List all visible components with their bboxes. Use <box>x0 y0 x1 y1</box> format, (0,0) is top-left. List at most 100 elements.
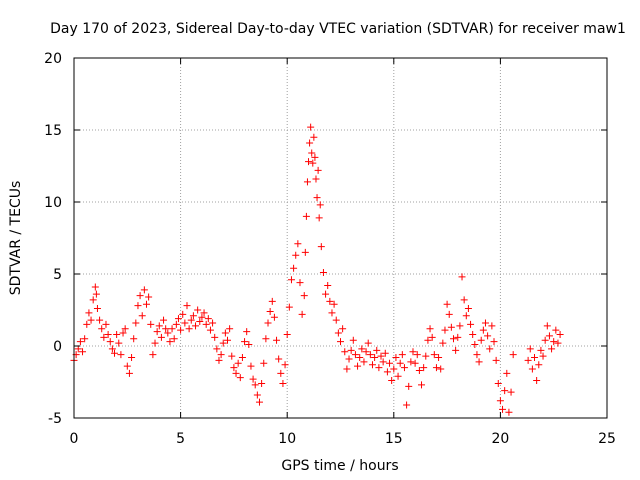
data-point <box>554 339 562 347</box>
data-point <box>398 351 406 359</box>
data-point <box>85 309 93 317</box>
data-point <box>379 358 387 366</box>
data-point <box>496 397 504 405</box>
data-point <box>314 166 322 174</box>
x-tick-label: 0 <box>70 431 79 447</box>
data-point <box>142 300 150 308</box>
data-point <box>134 302 142 310</box>
data-point <box>415 366 423 374</box>
data-point <box>364 339 372 347</box>
y-tick-label: 10 <box>44 195 62 211</box>
data-point <box>138 312 146 320</box>
data-point <box>437 365 445 373</box>
data-point <box>339 325 347 333</box>
data-point <box>200 309 208 317</box>
data-point <box>292 251 300 259</box>
y-tick-label: 20 <box>44 51 62 67</box>
data-point <box>277 369 285 377</box>
data-point <box>319 269 327 277</box>
data-point <box>381 349 389 357</box>
data-point <box>130 335 138 343</box>
data-point <box>249 375 257 383</box>
data-point <box>499 405 507 413</box>
data-point <box>79 348 87 356</box>
data-point <box>170 335 178 343</box>
data-point <box>273 336 281 344</box>
data-point <box>524 356 532 364</box>
data-point <box>305 158 313 166</box>
data-point <box>343 365 351 373</box>
data-point <box>469 330 477 338</box>
data-point <box>83 320 91 328</box>
data-point <box>236 374 244 382</box>
data-point <box>531 354 539 362</box>
x-tick-label: 10 <box>278 431 296 447</box>
data-point <box>356 354 364 362</box>
data-point <box>264 319 272 327</box>
data-point <box>322 290 330 298</box>
y-tick-label: 0 <box>53 339 62 355</box>
data-point <box>228 352 236 360</box>
grid-lines <box>74 58 607 418</box>
data-point <box>303 178 311 186</box>
data-point <box>428 333 436 341</box>
data-point <box>394 372 402 380</box>
data-point <box>98 325 106 333</box>
data-point <box>375 364 383 372</box>
data-point <box>445 310 453 318</box>
data-point <box>422 352 430 360</box>
data-point <box>533 377 541 385</box>
data-point <box>174 315 182 323</box>
data-point <box>151 339 159 347</box>
data-point <box>439 339 447 347</box>
data-point <box>300 292 308 300</box>
data-point <box>548 345 556 353</box>
data-point <box>337 338 344 346</box>
data-point <box>492 356 500 364</box>
data-point <box>187 316 195 324</box>
data-point <box>93 305 101 313</box>
data-point <box>164 329 172 337</box>
y-tick-label: 5 <box>53 267 62 283</box>
y-tick-label: 15 <box>44 123 62 139</box>
data-point <box>117 351 125 359</box>
data-point <box>307 123 315 131</box>
data-point <box>556 330 564 338</box>
data-point <box>383 368 391 376</box>
data-point <box>484 332 492 340</box>
data-point <box>302 212 310 220</box>
y-axis-label: SDTVAR / TECUs <box>8 181 24 296</box>
data-point <box>486 345 494 353</box>
data-point <box>189 312 197 320</box>
data-point <box>443 300 451 308</box>
data-point <box>477 336 485 344</box>
data-point <box>268 297 276 305</box>
data-point <box>413 351 421 359</box>
data-point <box>253 391 261 399</box>
data-point <box>153 328 161 336</box>
data-point <box>160 316 168 324</box>
data-point <box>452 346 460 354</box>
data-point <box>358 345 366 353</box>
data-point <box>162 325 170 333</box>
data-point <box>74 345 82 353</box>
data-point <box>396 359 404 367</box>
data-point <box>467 320 475 328</box>
data-point <box>145 293 153 301</box>
data-point <box>226 325 234 333</box>
data-point <box>458 273 466 281</box>
data-point <box>315 214 323 222</box>
data-point <box>552 326 560 334</box>
data-point <box>275 355 283 363</box>
data-point <box>147 320 155 328</box>
data-point <box>390 365 398 373</box>
data-point <box>334 329 342 337</box>
data-point <box>155 322 163 330</box>
data-point <box>140 286 148 294</box>
data-point <box>113 330 121 338</box>
data-points <box>70 123 564 416</box>
data-point <box>449 335 457 343</box>
data-point <box>198 313 206 321</box>
axis-ticks: 0 5 10 15 20 25 -5 0 5 10 15 20 <box>44 51 616 447</box>
data-point <box>351 351 359 359</box>
